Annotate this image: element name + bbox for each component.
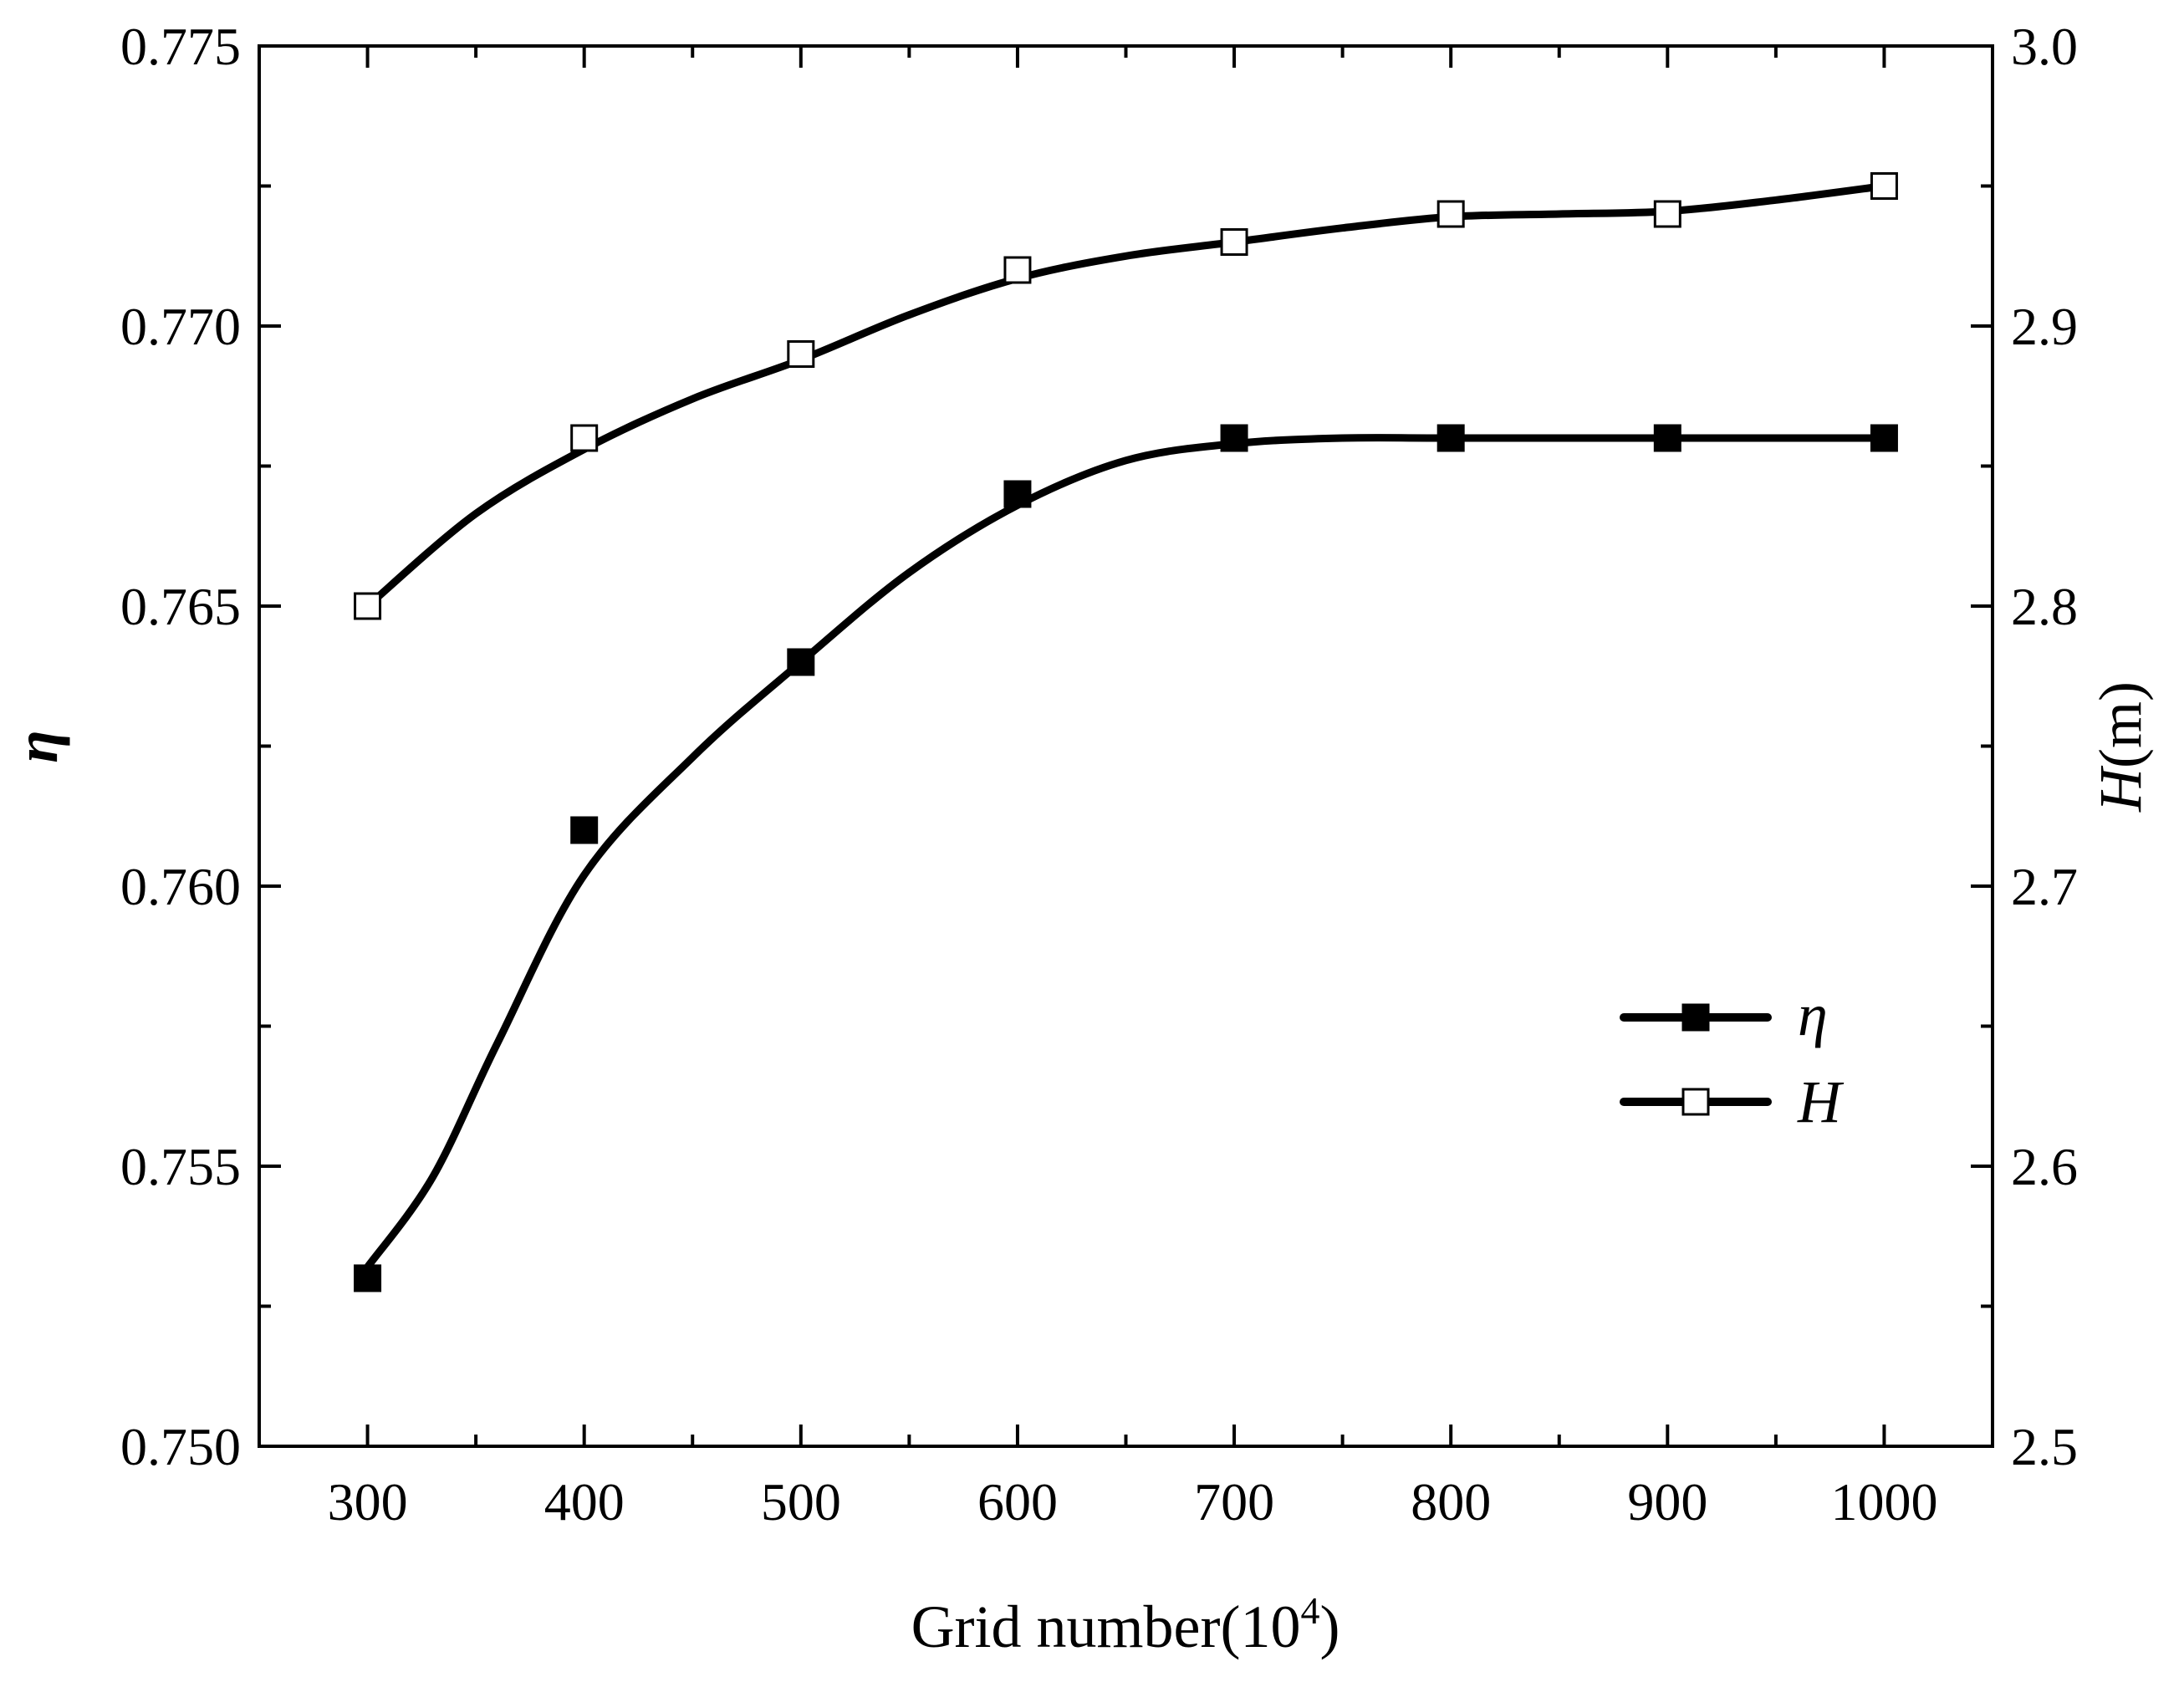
data-point-eta (1870, 424, 1898, 452)
data-point-eta (1220, 424, 1248, 452)
data-point-eta (787, 648, 815, 676)
data-point-h (1436, 200, 1465, 228)
y-axis-right-title: H(m) (2087, 681, 2154, 813)
series-line-eta (364, 434, 1888, 1272)
x-tick-label: 700 (1194, 1472, 1274, 1532)
markers-layer (354, 172, 1898, 1292)
x-axis-title-close: ) (1319, 1593, 1339, 1660)
y-left-tick-label: 0.765 (120, 577, 241, 636)
data-point-h (570, 424, 599, 452)
x-axis-title: Grid number(104) (911, 1589, 1340, 1660)
data-point-h (1220, 228, 1248, 256)
y-axis-left-title: η (3, 730, 70, 763)
x-tick-label: 900 (1627, 1472, 1707, 1532)
y-left-tick-label: 0.760 (120, 857, 241, 916)
legend-marker-eta (1681, 1003, 1710, 1032)
ticks-layer: 300 400 500 600 700 800 900 1000 0.750 0.755 0.760… (120, 17, 2078, 1532)
x-tick-label: 500 (761, 1472, 841, 1532)
data-point-h (354, 592, 382, 620)
y-right-tick-label: 2.5 (2011, 1417, 2078, 1476)
x-tick-label: 600 (977, 1472, 1058, 1532)
data-point-eta (1653, 424, 1681, 452)
x-tick-label: 800 (1411, 1472, 1491, 1532)
data-point-h (1870, 172, 1898, 200)
legend-marker-h (1681, 1088, 1710, 1116)
y-right-tick-label: 2.6 (2011, 1137, 2078, 1196)
y-left-tick-label: 0.750 (120, 1417, 241, 1476)
y-axis-right-title-symbol: H (2087, 765, 2154, 813)
x-tick-label: 1000 (1830, 1472, 1937, 1532)
data-point-eta (354, 1264, 382, 1292)
y-right-tick-label: 2.9 (2011, 297, 2078, 356)
y-right-tick-label: 2.8 (2011, 577, 2078, 636)
series-line-h (364, 182, 1888, 610)
y-axis-right-title-unit: (m) (2087, 681, 2154, 768)
legend: η H (1620, 981, 1845, 1135)
data-point-h (787, 340, 815, 368)
x-axis-title-text: Grid number(10 (911, 1593, 1301, 1660)
x-tick-label: 400 (544, 1472, 625, 1532)
legend-label-eta: η (1798, 981, 1828, 1048)
y-left-tick-label: 0.770 (120, 297, 241, 356)
y-left-tick-label: 0.775 (120, 17, 241, 76)
y-right-tick-label: 3.0 (2011, 17, 2078, 76)
y-right-tick-label: 2.7 (2011, 857, 2078, 916)
data-point-eta (1436, 424, 1465, 452)
data-point-eta (1003, 480, 1032, 508)
x-axis-title-exponent: 4 (1300, 1589, 1319, 1632)
x-tick-label: 300 (328, 1472, 408, 1532)
y-left-tick-label: 0.755 (120, 1137, 241, 1196)
legend-label-h: H (1797, 1068, 1845, 1135)
data-point-h (1653, 200, 1681, 228)
data-point-eta (570, 816, 599, 844)
data-point-h (1003, 256, 1032, 284)
